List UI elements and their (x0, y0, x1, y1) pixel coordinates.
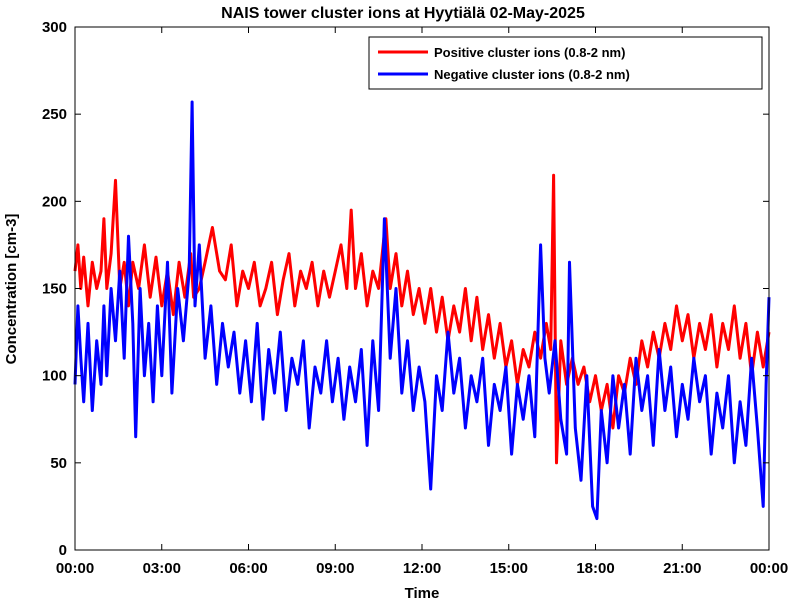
x-tick-label: 12:00 (403, 560, 441, 577)
y-tick-label: 50 (50, 455, 67, 472)
y-tick-label: 250 (42, 106, 67, 123)
legend-box (368, 36, 763, 90)
x-tick-label: 18:00 (576, 560, 614, 577)
legend-positive-label: Positive cluster ions (0.8-2 nm) (434, 45, 625, 60)
series-line-negative (73, 100, 771, 521)
y-tick-label: 150 (42, 281, 67, 298)
y-tick-label: 0 (59, 542, 67, 559)
x-tick-label: 03:00 (143, 560, 181, 577)
legend-negative-label: Negative cluster ions (0.8-2 nm) (434, 67, 630, 82)
series-layer (73, 100, 771, 521)
x-tick-label: 21:00 (663, 560, 701, 577)
y-tick-label: 300 (42, 19, 67, 36)
x-axis-label: Time (405, 585, 440, 600)
x-tick-label: 06:00 (229, 560, 267, 577)
y-tick-label: 200 (42, 193, 67, 210)
y-axis-label: Concentration [cm-3] (3, 214, 20, 365)
ticks-layer: 00:00 03:00 06:00 09:00 12:00 15:00 18:00 21:00… (42, 19, 788, 577)
x-tick-label: 15:00 (490, 560, 528, 577)
x-tick-label: 00:00 (56, 560, 94, 577)
legend: Positive cluster ions (0.8-2 nm) Negativ… (368, 36, 763, 90)
chart-title: NAIS tower cluster ions at Hyytiälä 02-M… (221, 5, 585, 22)
x-tick-label: 09:00 (316, 560, 354, 577)
x-tick-label: 00:00 (750, 560, 788, 577)
y-tick-label: 100 (42, 368, 67, 385)
